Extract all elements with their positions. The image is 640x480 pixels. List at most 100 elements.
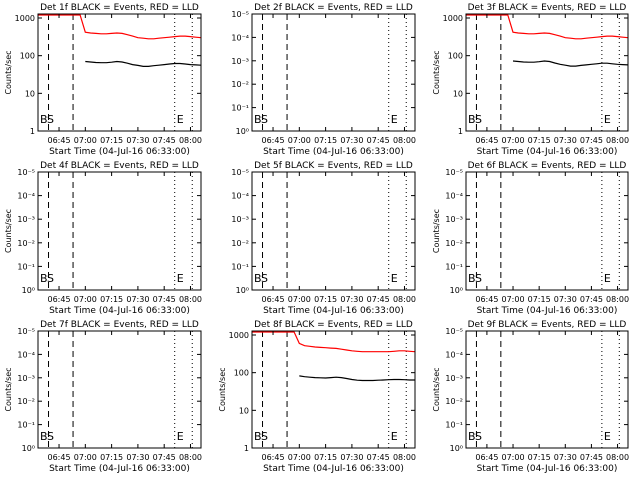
panel-det-6: Det 6f BLACK = Events, RED = LLD Counts/s… — [432, 161, 629, 316]
b-marker-label: B — [40, 272, 48, 285]
y-tick-label: 10⁻² — [231, 80, 249, 89]
y-tick-label: 1000 — [229, 331, 249, 340]
b-marker-label: B — [254, 430, 262, 443]
s-marker-label: S — [47, 430, 54, 443]
x-tick-label: 07:45 — [153, 453, 176, 462]
y-tick-label: 10⁰ — [22, 286, 35, 295]
x-axis-label: Start Time (04-Jul-16 06:33:00) — [477, 147, 618, 157]
x-tick-label: 08:00 — [393, 453, 416, 462]
series-line-events — [85, 60, 202, 68]
y-tick-label: 10⁻¹ — [445, 262, 463, 271]
y-tick-label: 10⁰ — [450, 444, 463, 453]
series-line-lld — [466, 14, 629, 40]
panel-title: Det 5f BLACK = Events, RED = LLD — [254, 161, 413, 171]
panel-det-3: Det 3f BLACK = Events, RED = LLD Counts/s… — [432, 3, 629, 157]
plot-frame — [251, 171, 416, 291]
b-marker-label: B — [468, 113, 476, 126]
y-tick-label: 100 — [20, 52, 35, 61]
y-tick-label: 10⁻² — [445, 397, 463, 406]
y-tick-label: 10⁻⁵ — [17, 168, 35, 177]
x-tick-label: 07:45 — [580, 295, 603, 304]
panel-title: Det 4f BLACK = Events, RED = LLD — [40, 161, 199, 171]
x-tick-label: 06:45 — [475, 295, 498, 304]
e-marker-label: E — [177, 113, 184, 126]
e-marker-label: E — [177, 272, 184, 285]
plot-frame — [37, 330, 202, 449]
x-tick-label: 07:00 — [74, 136, 97, 145]
y-tick-label: 10⁻¹ — [231, 262, 249, 271]
panel-title: Det 7f BLACK = Events, RED = LLD — [40, 320, 199, 330]
x-tick-label: 07:00 — [288, 453, 311, 462]
x-axis-label: Start Time (04-Jul-16 06:33:00) — [263, 306, 404, 316]
y-tick-label: 10⁻⁴ — [445, 350, 463, 359]
y-tick-label: 10 — [239, 406, 249, 415]
x-tick-label: 07:30 — [554, 136, 577, 145]
plot-frame — [251, 330, 416, 449]
y-tick-label: 10⁻² — [231, 239, 249, 248]
y-tick-label: 1000 — [15, 14, 35, 23]
panel-det-7: Det 7f BLACK = Events, RED = LLD Counts/s… — [4, 320, 202, 474]
y-tick-label: 1 — [458, 127, 463, 136]
panel-det-9: Det 9f BLACK = Events, RED = LLD Counts/s… — [432, 320, 629, 474]
x-tick-label: 07:15 — [314, 453, 337, 462]
x-tick-label: 07:30 — [340, 136, 363, 145]
y-tick-label: 10⁻⁵ — [231, 168, 249, 177]
series-line-lld — [252, 331, 416, 353]
x-tick-label: 07:45 — [367, 453, 390, 462]
panel-title: Det 9f BLACK = Events, RED = LLD — [468, 320, 627, 330]
y-axis-label: Counts/sec — [4, 50, 13, 94]
s-marker-label: S — [261, 430, 268, 443]
s-marker-label: S — [47, 272, 54, 285]
x-axis-label: Start Time (04-Jul-16 06:33:00) — [263, 464, 404, 474]
x-tick-label: 07:00 — [502, 453, 525, 462]
b-marker-label: B — [254, 272, 262, 285]
panel-title: Det 1f BLACK = Events, RED = LLD — [40, 3, 199, 13]
y-axis-label: Counts/sec — [432, 209, 441, 253]
x-tick-label: 07:15 — [314, 136, 337, 145]
x-tick-label: 08:00 — [393, 136, 416, 145]
s-marker-label: S — [47, 113, 54, 126]
x-tick-label: 07:45 — [153, 136, 176, 145]
y-tick-label: 10 — [453, 89, 463, 98]
e-marker-label: E — [604, 430, 611, 443]
plot-frame — [465, 330, 629, 449]
y-tick-label: 1000 — [443, 14, 463, 23]
y-tick-label: 10⁰ — [450, 286, 463, 295]
x-axis-label: Start Time (04-Jul-16 06:33:00) — [49, 464, 190, 474]
s-marker-label: S — [261, 113, 268, 126]
x-tick-label: 07:00 — [74, 453, 97, 462]
y-tick-label: 10⁻¹ — [17, 421, 35, 430]
y-tick-label: 10⁻⁴ — [231, 192, 249, 201]
x-tick-label: 07:15 — [528, 453, 551, 462]
x-tick-label: 07:15 — [100, 136, 123, 145]
y-tick-label: 10⁻¹ — [231, 104, 249, 113]
y-tick-label: 10⁻³ — [17, 374, 35, 383]
y-tick-label: 100 — [448, 52, 463, 61]
panel-det-5: Det 5f BLACK = Events, RED = LLD Start Ti… — [231, 161, 416, 316]
panel-det-4: Det 4f BLACK = Events, RED = LLD Counts/s… — [4, 161, 202, 316]
panel-title: Det 6f BLACK = Events, RED = LLD — [468, 161, 627, 171]
x-tick-label: 07:45 — [367, 295, 390, 304]
b-marker-label: B — [468, 272, 476, 285]
x-tick-label: 06:45 — [475, 453, 498, 462]
x-tick-label: 07:30 — [554, 453, 577, 462]
x-tick-label: 07:15 — [314, 295, 337, 304]
y-tick-label: 100 — [234, 369, 249, 378]
y-axis-label: Counts/sec — [218, 367, 227, 411]
y-tick-label: 10⁻³ — [231, 215, 249, 224]
series-line-events — [299, 375, 415, 382]
y-tick-label: 10⁻⁴ — [445, 192, 463, 201]
x-tick-label: 08:00 — [179, 295, 202, 304]
y-tick-label: 10⁻² — [17, 397, 35, 406]
x-tick-label: 08:00 — [606, 295, 629, 304]
e-marker-label: E — [177, 430, 184, 443]
y-tick-label: 10⁻² — [17, 239, 35, 248]
x-axis-label: Start Time (04-Jul-16 06:33:00) — [263, 147, 404, 157]
b-marker-label: B — [40, 113, 48, 126]
x-axis-label: Start Time (04-Jul-16 06:33:00) — [49, 306, 190, 316]
x-tick-label: 07:00 — [288, 136, 311, 145]
x-tick-label: 07:15 — [100, 295, 123, 304]
panel-det-2: Det 2f BLACK = Events, RED = LLD Start Ti… — [231, 3, 416, 157]
x-tick-label: 07:15 — [528, 136, 551, 145]
panel-det-1: Det 1f BLACK = Events, RED = LLD Counts/s… — [4, 3, 202, 157]
